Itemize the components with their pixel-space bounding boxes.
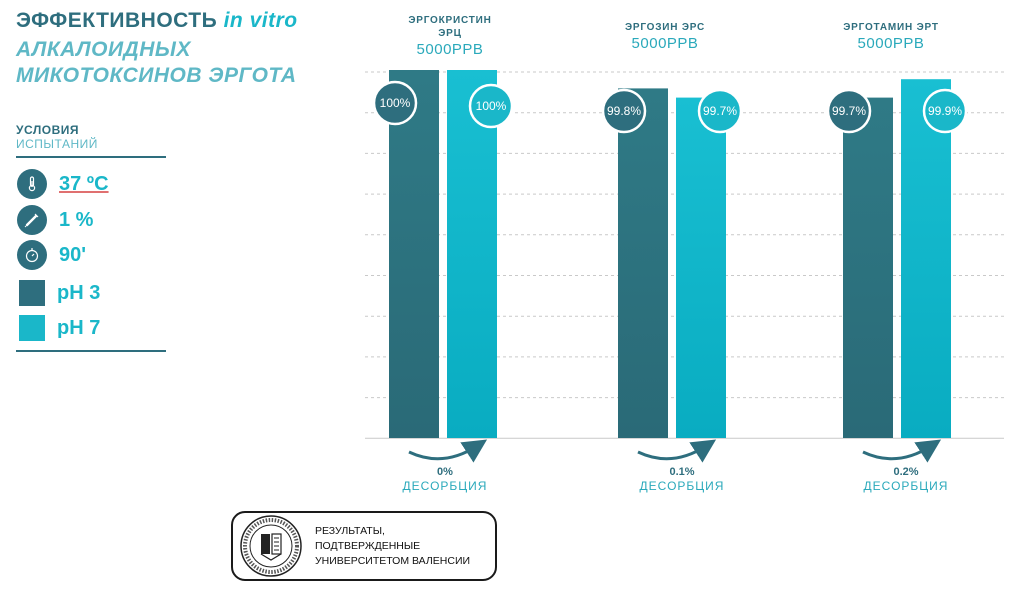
title-main: ЭФФЕКТИВНОСТЬ	[16, 9, 218, 32]
dose-value: 1 %	[59, 208, 94, 231]
data-label: 99.9%	[928, 104, 962, 118]
time-value: 90'	[59, 243, 87, 266]
legend-ph3: pH 3	[17, 278, 100, 308]
verification-line-3: УНИВЕРСИТЕТОМ ВАЛЕНСИИ	[315, 554, 471, 567]
ph3-swatch	[19, 280, 45, 306]
group-name-line-1: ЭРГОТАМИН ЭРТ	[843, 22, 939, 33]
desorption-label: ДЕСОРБЦИЯ	[863, 479, 949, 493]
bar-ph3	[389, 70, 439, 438]
desorption-value: 0.2%	[893, 466, 919, 478]
data-label: 99.7%	[832, 104, 866, 118]
desorption-label: ДЕСОРБЦИЯ	[639, 479, 725, 493]
temperature-text: 37 ºC	[59, 172, 109, 195]
bar-ph3	[843, 97, 893, 438]
group-concentration: 5000PPB	[857, 35, 925, 52]
subtitle-line-1: АЛКАЛОИДНЫХ	[16, 38, 191, 61]
group-concentration: 5000PPB	[416, 41, 484, 58]
desorption-value: 0.1%	[669, 466, 695, 478]
stopwatch-icon	[17, 240, 47, 270]
thermometer-icon	[17, 169, 47, 199]
condition-dose: 1 %	[17, 205, 93, 235]
value-bubble	[468, 83, 514, 129]
value-bubble	[601, 88, 647, 134]
university-seal-icon	[240, 515, 302, 577]
desorption-arrow	[637, 439, 717, 463]
verification-text: РЕЗУЛЬТАТЫ, ПОДТВЕРЖДЕННЫЕ УНИВЕРСИТЕТОМ…	[315, 524, 470, 569]
value-bubble	[372, 80, 418, 126]
group-name-line-1: ЭРГОКРИСТИН	[408, 15, 492, 26]
bar-ph3	[618, 88, 668, 439]
value-bubble	[922, 88, 968, 134]
condition-time: 90'	[17, 240, 86, 270]
desorption-label: ДЕСОРБЦИЯ	[402, 479, 488, 493]
group-title-ergocristine: ЭРГОКРИСТИН ЭРЦ 5000PPB	[365, 14, 535, 58]
desorption-arrow	[862, 439, 942, 463]
data-label: 99.8%	[607, 104, 641, 118]
conditions-bottom-divider	[16, 350, 166, 352]
desorption-value: 0%	[437, 466, 453, 478]
value-bubble	[826, 88, 872, 134]
group-title-ergosine: ЭРГОЗИН ЭРС 5000PPB	[580, 21, 750, 52]
conditions-top-divider	[16, 156, 166, 158]
conditions-subheading: ИСПЫТАНИЙ	[16, 137, 98, 151]
group-name-line-2: ЭРЦ	[438, 28, 462, 39]
syringe-icon	[17, 205, 47, 235]
desorption-ergocristine: 0% ДЕСОРБЦИЯ	[375, 466, 515, 493]
data-label: 100%	[476, 99, 507, 113]
title-in-vitro: in vitro	[223, 9, 298, 32]
university-verification-box: РЕЗУЛЬТАТЫ, ПОДТВЕРЖДЕННЫЕ УНИВЕРСИТЕТОМ…	[231, 511, 497, 581]
group-title-ergotamine: ЭРГОТАМИН ЭРТ 5000PPB	[806, 21, 976, 52]
bar-ph7	[447, 70, 497, 438]
desorption-ergotamine: 0.2% ДЕСОРБЦИЯ	[836, 466, 976, 493]
page-title: ЭФФЕКТИВНОСТЬ in vitro	[16, 9, 298, 33]
group-name-line-1: ЭРГОЗИН ЭРС	[624, 22, 706, 33]
data-label: 99.7%	[703, 104, 737, 118]
value-bubble	[697, 88, 743, 134]
desorption-ergosine: 0.1% ДЕСОРБЦИЯ	[612, 466, 752, 493]
bar-ph7	[901, 79, 951, 438]
desorption-arrow	[408, 439, 488, 463]
group-concentration: 5000PPB	[631, 35, 699, 52]
temperature-value: 37 ºC	[59, 173, 109, 196]
legend-ph7: pH 7	[17, 313, 100, 343]
condition-temperature: 37 ºC	[17, 169, 109, 199]
page-subtitle: АЛКАЛОИДНЫХ МИКОТОКСИНОВ ЭРГОТА	[16, 37, 297, 89]
data-label: 100%	[380, 96, 411, 110]
ph7-label: pH 7	[57, 316, 101, 339]
subtitle-line-2: МИКОТОКСИНОВ ЭРГОТА	[16, 64, 297, 87]
bar-ph7	[676, 97, 726, 438]
ph7-swatch	[19, 315, 45, 341]
verification-line-1: РЕЗУЛЬТАТЫ,	[315, 524, 385, 537]
ph3-label: pH 3	[57, 281, 101, 304]
verification-line-2: ПОДТВЕРЖДЕННЫЕ	[315, 539, 421, 552]
conditions-heading: УСЛОВИЯ	[16, 123, 80, 137]
